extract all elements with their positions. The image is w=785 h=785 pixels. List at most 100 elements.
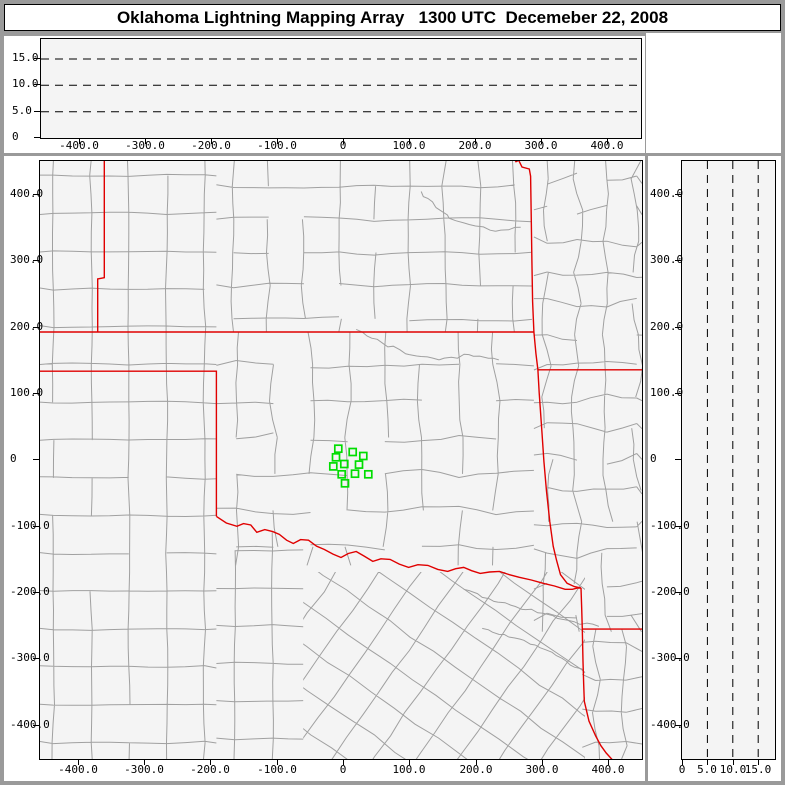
ns-tick-label: 0 bbox=[650, 452, 657, 465]
alt-tick-label: 5.0 bbox=[12, 104, 32, 117]
alt-axis-tick bbox=[758, 760, 759, 765]
lma-station-marker bbox=[339, 459, 349, 469]
altitude-ns-canvas bbox=[706, 161, 759, 759]
ns-axis-tick bbox=[675, 725, 681, 726]
river-lines bbox=[355, 191, 600, 674]
ew-axis-tick bbox=[409, 760, 410, 765]
ns-tick-label: 200.0 bbox=[10, 320, 44, 333]
ew-axis-tick bbox=[343, 760, 344, 765]
alt-axis-tick bbox=[34, 84, 40, 85]
alt-tick-label: 5.0 bbox=[697, 763, 717, 776]
title-bar: Oklahoma Lightning Mapping Array 1300 UT… bbox=[4, 4, 781, 31]
alt-tick-label: 15.0 bbox=[744, 763, 772, 776]
ns-axis-tick bbox=[33, 526, 39, 527]
lma-station-marker bbox=[333, 444, 343, 454]
county-lines-tilted bbox=[303, 572, 585, 759]
altitude-ew-plot[interactable] bbox=[40, 38, 642, 139]
ns-axis-tick bbox=[33, 393, 39, 394]
ew-axis-tick bbox=[144, 760, 145, 765]
ew-axis-tick bbox=[409, 139, 410, 144]
alt-axis-tick bbox=[34, 137, 40, 138]
ew-axis-tick bbox=[542, 760, 543, 765]
ns-axis-tick bbox=[33, 459, 39, 460]
lma-station-marker bbox=[358, 451, 368, 461]
alt-axis-tick bbox=[707, 760, 708, 765]
ns-tick-label: -100.0 bbox=[10, 519, 50, 532]
altitude-ew-panel: 0 5.0 10.0 15.0 -400.0 -300.0 -200.0 -100.0 0 100… bbox=[4, 36, 645, 153]
plan-view-panel: 400.0 300.0 200.0 100.0 0 -100.0 -200.0 -300.0 -… bbox=[4, 156, 645, 781]
ns-axis-tick bbox=[33, 592, 39, 593]
ew-tick-label: 400.0 bbox=[591, 763, 625, 776]
ns-axis-tick bbox=[33, 194, 39, 195]
ns-tick-label: -300.0 bbox=[10, 651, 50, 664]
ns-tick-label: -400.0 bbox=[650, 718, 690, 731]
ew-tick-label: -100.0 bbox=[257, 763, 297, 776]
ns-axis-tick bbox=[675, 459, 681, 460]
ew-axis-tick bbox=[343, 139, 344, 144]
alt-tick-label: 0 bbox=[678, 763, 686, 776]
ns-axis-tick bbox=[675, 393, 681, 394]
ns-tick-label: 100.0 bbox=[10, 386, 44, 399]
lma-station-marker bbox=[348, 447, 358, 457]
ew-axis-tick bbox=[78, 760, 79, 765]
ew-axis-tick bbox=[476, 760, 477, 765]
ns-axis-tick bbox=[33, 725, 39, 726]
ew-axis-tick bbox=[277, 139, 278, 144]
ew-tick-label: -300.0 bbox=[125, 139, 165, 152]
alt-tick-label: 15.0 bbox=[12, 51, 39, 64]
ns-axis-tick bbox=[675, 260, 681, 261]
ew-tick-label: 200.0 bbox=[458, 139, 492, 152]
altitude-ns-panel: 400.0 300.0 200.0 100.0 0 -100.0 -200.0 -300.0 -… bbox=[648, 156, 781, 781]
ns-tick-label: -200.0 bbox=[10, 585, 50, 598]
ew-tick-label: 300.0 bbox=[524, 139, 558, 152]
state-border-red-river bbox=[216, 515, 581, 590]
ns-tick-label: 100.0 bbox=[650, 386, 684, 399]
lma-station-marker bbox=[350, 469, 360, 479]
ew-axis-tick bbox=[277, 760, 278, 765]
plan-view-map-plot[interactable] bbox=[39, 160, 643, 760]
plan-view-canvas bbox=[40, 161, 642, 759]
ns-axis-tick bbox=[675, 592, 681, 593]
ew-axis-tick bbox=[79, 139, 80, 144]
ew-axis-tick bbox=[541, 139, 542, 144]
ew-tick-label: -400.0 bbox=[59, 139, 99, 152]
state-border-co-ks-vertical bbox=[97, 161, 105, 332]
ew-tick-label: -400.0 bbox=[58, 763, 98, 776]
ew-tick-label: 0 bbox=[339, 139, 347, 152]
alt-axis-tick bbox=[34, 111, 40, 112]
ew-tick-label: -200.0 bbox=[191, 139, 231, 152]
lma-station-marker bbox=[331, 452, 341, 462]
ns-tick-label: -300.0 bbox=[650, 651, 690, 664]
ew-tick-label: -100.0 bbox=[257, 139, 297, 152]
ns-axis-tick bbox=[33, 658, 39, 659]
ns-axis-tick bbox=[675, 526, 681, 527]
altitude-ns-plot[interactable] bbox=[681, 160, 776, 760]
alt-axis-tick bbox=[733, 760, 734, 765]
ns-tick-label: -400.0 bbox=[10, 718, 50, 731]
alt-axis-tick bbox=[682, 760, 683, 765]
ns-tick-label: -200.0 bbox=[650, 585, 690, 598]
ew-tick-label: -200.0 bbox=[190, 763, 230, 776]
ns-tick-label: 400.0 bbox=[10, 187, 44, 200]
ew-axis-tick bbox=[608, 760, 609, 765]
ns-tick-label: 200.0 bbox=[650, 320, 684, 333]
ns-tick-label: 400.0 bbox=[650, 187, 684, 200]
ew-axis-tick bbox=[211, 139, 212, 144]
ns-tick-label: -100.0 bbox=[650, 519, 690, 532]
state-border-tx-ar-la-vertical bbox=[580, 587, 613, 759]
alt-tick-label: 0 bbox=[12, 130, 19, 143]
alt-tick-label: 10.0 bbox=[719, 763, 747, 776]
altitude-histogram-panel[interactable] bbox=[646, 33, 781, 153]
state-border-eastern-border bbox=[514, 161, 582, 589]
ns-axis-tick bbox=[675, 327, 681, 328]
ew-tick-label: 400.0 bbox=[590, 139, 624, 152]
ns-tick-label: 0 bbox=[10, 452, 17, 465]
lma-station-marker bbox=[354, 460, 364, 469]
ns-axis-tick bbox=[33, 260, 39, 261]
alt-tick-label: 10.0 bbox=[12, 77, 39, 90]
lma-station-marker bbox=[337, 469, 347, 479]
lma-station-marker bbox=[328, 462, 338, 471]
ew-axis-tick bbox=[210, 760, 211, 765]
ns-axis-tick bbox=[33, 327, 39, 328]
